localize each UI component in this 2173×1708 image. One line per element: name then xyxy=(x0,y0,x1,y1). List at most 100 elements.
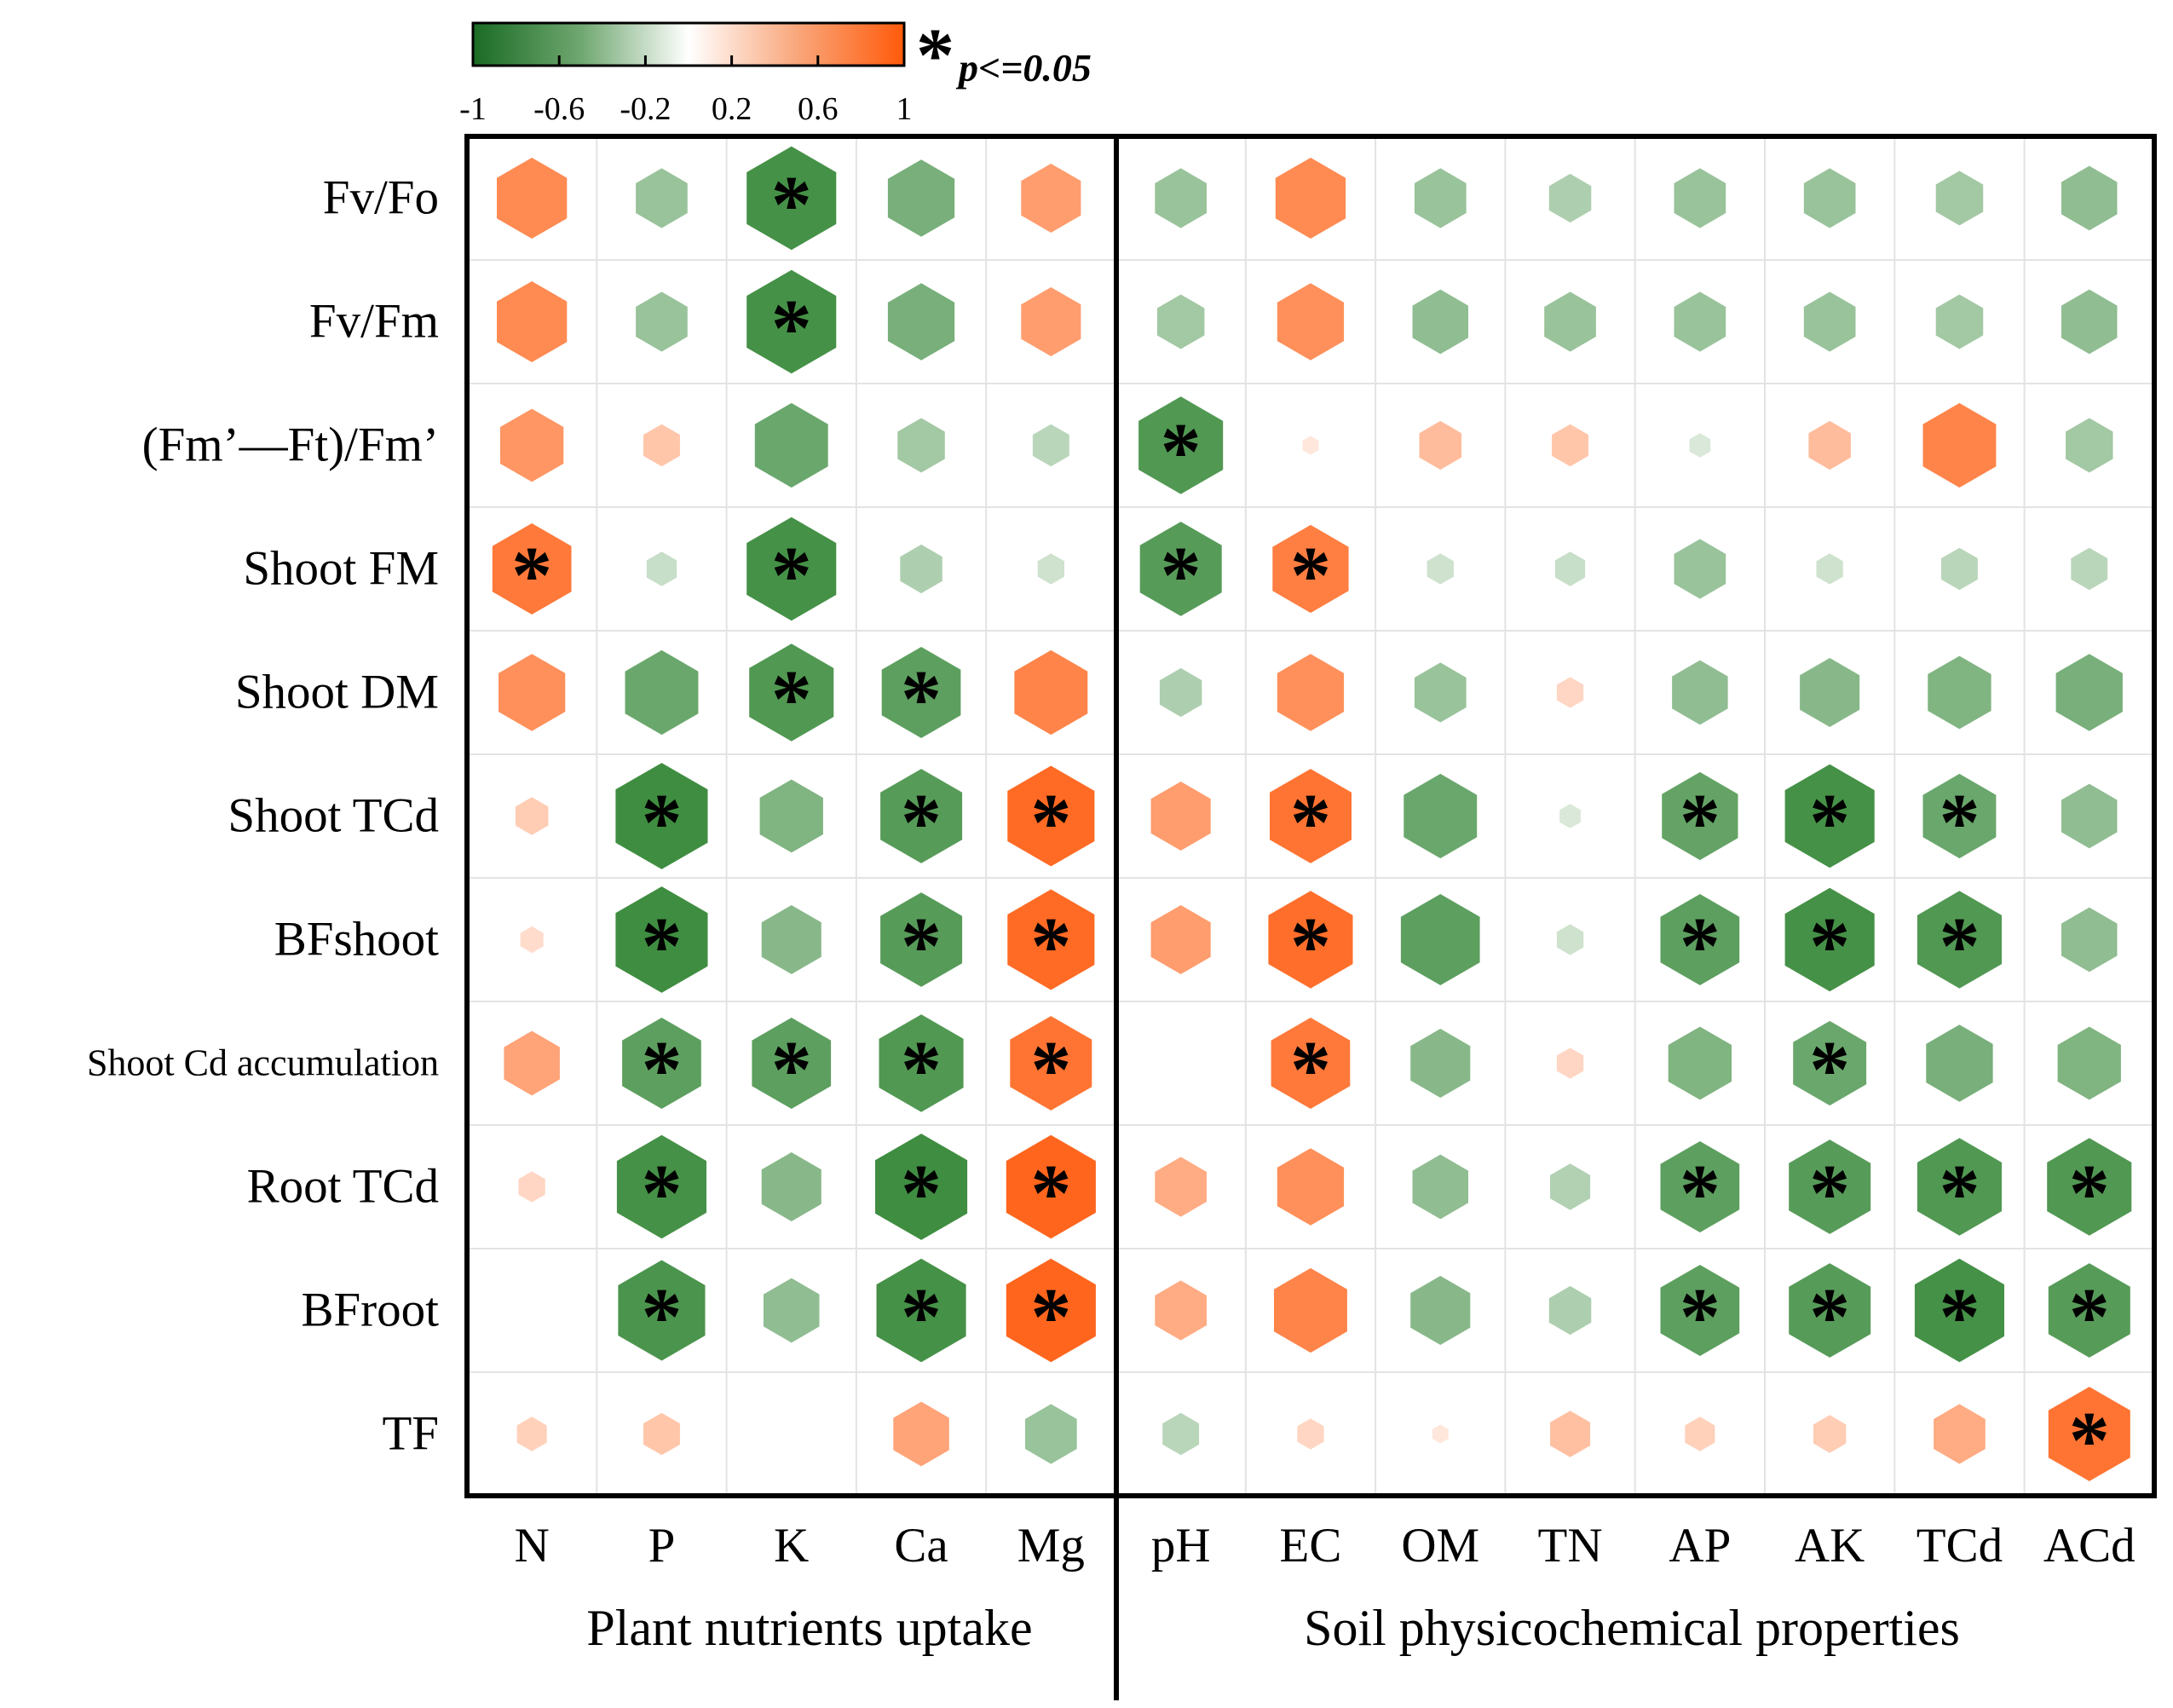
significance-symbol: * xyxy=(916,14,954,98)
significance-marker: * xyxy=(1030,1148,1071,1239)
cell-fv-fo-k xyxy=(746,146,837,251)
cell-fv-fo-ca xyxy=(887,159,955,237)
cell-tf-ca xyxy=(893,1401,949,1467)
column-label-tcd: TCd xyxy=(1917,1519,2003,1572)
cell-shoot-tcd-ak xyxy=(1784,764,1875,868)
significance-marker: * xyxy=(901,1148,942,1239)
cell-fv-fm-p xyxy=(636,291,688,352)
cell-shoot-dm-ph xyxy=(1159,667,1202,718)
cell-shoot-dm-ap xyxy=(1672,660,1728,725)
cell-fm-ft-fm-p xyxy=(643,424,680,467)
cell-bfroot-ap xyxy=(1660,1265,1740,1356)
cell-root-tcd-p xyxy=(616,1134,706,1239)
cell-shoot-dm-ak xyxy=(1800,658,1860,727)
cell-tf-tn xyxy=(1550,1411,1591,1457)
plot-frames xyxy=(464,134,2157,1700)
cell-fv-fo-ec xyxy=(1275,158,1346,239)
significance-marker: * xyxy=(1680,1272,1721,1363)
colorbar-gradient xyxy=(471,21,906,67)
cell-bfshoot-ap xyxy=(1660,894,1740,985)
cell-tf-acd xyxy=(2048,1387,2130,1481)
cell-shoot-tcd-ph xyxy=(1150,782,1211,851)
cell-shoot-dm-acd xyxy=(2055,654,2123,731)
cell-shoot-tcd-n xyxy=(515,797,549,835)
significance-marker: * xyxy=(1030,901,1071,992)
row-label-shoot-dm: Shoot DM xyxy=(235,666,439,719)
significance-marker: * xyxy=(1030,1272,1071,1363)
cell-fm-ft-fm-ak xyxy=(1808,420,1851,470)
significance-marker: * xyxy=(1680,777,1721,868)
colorbar: -1 -0.6 -0.2 0.2 0.6 1 xyxy=(459,21,913,127)
group-labels: Plant nutrients uptake Soil physicochemi… xyxy=(586,1600,1960,1656)
cell-fm-ft-fm-acd xyxy=(2066,418,2113,473)
cell-root-tcd-ca xyxy=(875,1134,968,1240)
cell-bfroot-acd xyxy=(2048,1263,2130,1358)
cell-shoot-cd-accumulation-p xyxy=(622,1018,701,1109)
grid-lines xyxy=(467,136,2154,1496)
significance-marker: * xyxy=(1939,777,1980,868)
cell-root-tcd-tcd xyxy=(1917,1138,2002,1236)
cell-fv-fm-ca xyxy=(887,283,955,361)
cell-bfshoot-ec xyxy=(1268,891,1353,989)
cell-root-tcd-ap xyxy=(1660,1141,1740,1232)
cell-bfroot-ak xyxy=(1789,1263,1871,1358)
row-label-shoot-tcd: Shoot TCd xyxy=(228,789,439,843)
column-label-ak: AK xyxy=(1795,1519,1865,1572)
cell-shoot-dm-om xyxy=(1414,662,1467,723)
cell-fm-ft-fm-ph xyxy=(1138,396,1224,494)
cell-shoot-tcd-acd xyxy=(2061,783,2118,849)
column-label-ap: AP xyxy=(1669,1519,1731,1572)
significance-marker: * xyxy=(641,1148,682,1239)
group-label-plant-nutrients: Plant nutrients uptake xyxy=(586,1600,1032,1656)
cell-bfroot-ph xyxy=(1155,1280,1207,1341)
cell-fv-fm-om xyxy=(1412,289,1468,355)
cell-bfroot-ca xyxy=(876,1258,966,1363)
cell-shoot-fm-acd xyxy=(2071,547,2108,591)
cell-fv-fo-om xyxy=(1414,168,1467,228)
cell-fv-fo-ak xyxy=(1803,168,1856,228)
cell-tf-ap xyxy=(1685,1417,1715,1451)
cell-shoot-tcd-ec xyxy=(1270,769,1352,863)
column-label-tn: TN xyxy=(1538,1519,1603,1572)
column-label-om: OM xyxy=(1401,1519,1479,1572)
cell-bfshoot-mg xyxy=(1007,889,1095,990)
cell-tf-p xyxy=(643,1412,680,1456)
significance-marker: * xyxy=(1680,901,1721,992)
row-label-bfshoot: BFshoot xyxy=(274,913,439,967)
colorbar-tick-label: 1 xyxy=(896,91,913,127)
significance-marker: * xyxy=(641,777,682,868)
significance-marker: * xyxy=(1680,1148,1721,1239)
column-labels: N P K Ca Mg pH EC OM TN AP AK TCd ACd xyxy=(515,1519,2136,1572)
cell-shoot-tcd-p xyxy=(615,763,708,869)
column-label-p: P xyxy=(648,1519,676,1572)
significance-marker: * xyxy=(641,1024,682,1116)
significance-marker: * xyxy=(901,1272,942,1363)
cell-shoot-cd-accumulation-ec xyxy=(1271,1018,1351,1109)
significance-marker: * xyxy=(1290,530,1331,621)
colorbar-ticks: -1 -0.6 -0.2 0.2 0.6 1 xyxy=(459,55,913,127)
significance-marker: * xyxy=(641,1272,682,1363)
cell-bfshoot-p xyxy=(615,886,708,993)
significance-marker: * xyxy=(1809,901,1850,992)
column-label-n: N xyxy=(515,1519,550,1572)
cell-shoot-cd-accumulation-acd xyxy=(2057,1026,2121,1100)
column-label-acd: ACd xyxy=(2043,1519,2136,1572)
significance-marker: * xyxy=(1809,1024,1850,1116)
cell-shoot-fm-ec xyxy=(1272,524,1349,614)
colorbar-tick-label: -1 xyxy=(459,91,487,127)
cell-bfshoot-n xyxy=(520,926,544,954)
cell-bfroot-tn xyxy=(1548,1285,1592,1336)
cell-tf-tcd xyxy=(1934,1404,1986,1464)
cell-shoot-cd-accumulation-tn xyxy=(1556,1047,1584,1079)
cell-fv-fm-ak xyxy=(1803,291,1856,352)
cell-fv-fo-ap xyxy=(1674,168,1726,228)
significance-marker: * xyxy=(1030,777,1071,868)
cell-fm-ft-fm-ap xyxy=(1689,433,1711,458)
cell-root-tcd-n xyxy=(518,1171,545,1203)
cell-fv-fm-mg xyxy=(1021,287,1081,356)
significance-marker: * xyxy=(771,159,812,251)
cell-tf-ec xyxy=(1297,1418,1324,1450)
cell-shoot-fm-n xyxy=(492,523,572,615)
cell-fv-fo-tcd xyxy=(1935,170,1984,226)
